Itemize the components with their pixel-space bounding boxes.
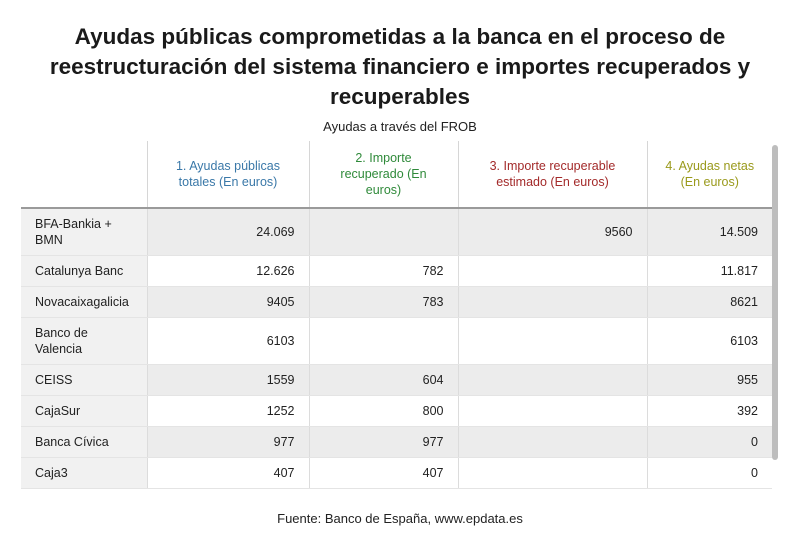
cell-importe-recuperado: 977	[308, 426, 458, 458]
chart-title: Ayudas públicas comprometidas a la banca…	[49, 24, 751, 109]
table-row: Novacaixagalicia 9405 783 8621	[21, 286, 772, 318]
cell-ayudas-totales: 6103	[146, 317, 309, 365]
header-importe-recuperable[interactable]: 3. Importe recuperable estimado (En euro…	[457, 141, 647, 209]
cell-importe-recuperable	[457, 364, 647, 396]
cell-ayudas-netas: 0	[646, 426, 772, 458]
cell-importe-recuperado: 783	[308, 286, 458, 318]
cell-ayudas-netas: 11.817	[646, 255, 772, 287]
cell-ayudas-totales: 407	[146, 457, 309, 489]
cell-ayudas-netas: 392	[646, 395, 772, 427]
cell-ayudas-totales: 977	[146, 426, 309, 458]
row-label: Banco de Valencia	[21, 317, 147, 365]
cell-importe-recuperado	[308, 317, 458, 365]
cell-importe-recuperado: 407	[308, 457, 458, 489]
cell-importe-recuperable	[457, 317, 647, 365]
table-row: Catalunya Banc 12.626 782 11.817	[21, 255, 772, 287]
cell-importe-recuperable	[457, 286, 647, 318]
row-label: BFA-Bankia + BMN	[21, 208, 147, 256]
table-row: Banca Cívica 977 977 0	[21, 426, 772, 458]
header-corner	[21, 141, 147, 209]
table-row: BFA-Bankia + BMN 24.069 9560 14.509	[21, 208, 772, 256]
chart-subtitle: Ayudas a través del FROB	[323, 119, 477, 134]
cell-ayudas-totales: 1252	[146, 395, 309, 427]
cell-ayudas-netas: 8621	[646, 286, 772, 318]
header-ayudas-netas[interactable]: 4. Ayudas netas (En euros)	[646, 141, 772, 209]
table-row: CajaSur 1252 800 392	[21, 395, 772, 427]
row-label: CEISS	[21, 364, 147, 396]
cell-importe-recuperado: 782	[308, 255, 458, 287]
cell-ayudas-totales: 1559	[146, 364, 309, 396]
cell-importe-recuperable	[457, 255, 647, 287]
table-row: Banco de Valencia 6103 6103	[21, 317, 772, 365]
cell-ayudas-netas: 955	[646, 364, 772, 396]
header-importe-recuperado[interactable]: 2. Importe recuperado (En euros)	[308, 141, 458, 209]
row-label: Banca Cívica	[21, 426, 147, 458]
cell-importe-recuperable	[457, 426, 647, 458]
row-label: Catalunya Banc	[21, 255, 147, 287]
cell-importe-recuperable: 9560	[457, 208, 647, 256]
table-row: CEISS 1559 604 955	[21, 364, 772, 396]
cell-ayudas-totales: 12.626	[146, 255, 309, 287]
cell-ayudas-totales: 9405	[146, 286, 309, 318]
row-label: CajaSur	[21, 395, 147, 427]
cell-ayudas-totales: 24.069	[146, 208, 309, 256]
cell-importe-recuperado: 800	[308, 395, 458, 427]
cell-importe-recuperable	[457, 395, 647, 427]
table-header-row: 1. Ayudas públicas totales (En euros) 2.…	[21, 141, 772, 209]
cell-importe-recuperado	[308, 208, 458, 256]
cell-importe-recuperable	[457, 457, 647, 489]
source-note: Fuente: Banco de España, www.epdata.es	[277, 511, 523, 526]
cell-importe-recuperado: 604	[308, 364, 458, 396]
row-label: Caja3	[21, 457, 147, 489]
cell-ayudas-netas: 6103	[646, 317, 772, 365]
table-scrollbar[interactable]	[772, 145, 778, 460]
cell-ayudas-netas: 14.509	[646, 208, 772, 256]
row-label: Novacaixagalicia	[21, 286, 147, 318]
data-table: 1. Ayudas públicas totales (En euros) 2.…	[21, 141, 772, 489]
table-row: Caja3 407 407 0	[21, 457, 772, 489]
data-table-container[interactable]: 1. Ayudas públicas totales (En euros) 2.…	[21, 141, 772, 494]
header-ayudas-totales[interactable]: 1. Ayudas públicas totales (En euros)	[146, 141, 309, 209]
cell-ayudas-netas: 0	[646, 457, 772, 489]
